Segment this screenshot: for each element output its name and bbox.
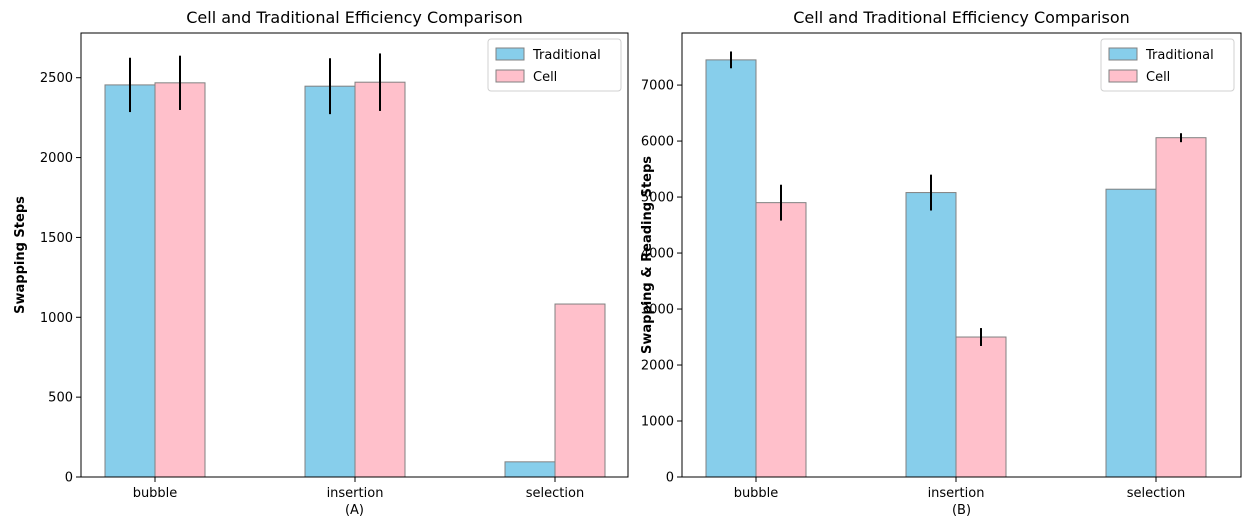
x-tick-label: insertion <box>928 486 985 501</box>
bar-cell-selection <box>554 303 606 478</box>
legend-label: Cell <box>533 70 557 85</box>
y-tick-label: 5000 <box>641 191 674 206</box>
bar-traditional-bubble <box>705 59 757 478</box>
chart-title: Cell and Traditional Efficiency Comparis… <box>793 8 1130 27</box>
bar-cell-insertion <box>955 336 1007 478</box>
bar-cell-bubble <box>154 82 206 478</box>
chart-title: Cell and Traditional Efficiency Comparis… <box>186 8 523 27</box>
y-tick-label: 6000 <box>641 135 674 150</box>
legend: Traditional Cell <box>487 38 622 92</box>
legend-swatch-traditional <box>1108 47 1138 61</box>
y-axis-label: Swapping Steps <box>13 196 28 314</box>
y-tick-label: 2000 <box>40 151 73 166</box>
chart-b: Cell and Traditional Efficiency Comparis… <box>640 8 1242 518</box>
legend: Traditional Cell <box>1100 38 1235 92</box>
x-tick-label: selection <box>526 486 584 501</box>
y-tick-label: 4000 <box>641 247 674 262</box>
y-tick-label: 1500 <box>40 231 73 246</box>
legend-swatch-cell <box>495 69 525 83</box>
y-tick-label: 7000 <box>641 79 674 94</box>
x-tick-label: insertion <box>327 486 384 501</box>
bar-traditional-selection <box>1105 188 1157 478</box>
y-axis-label: Swapping & Reading Steps <box>640 156 655 354</box>
y-tick-label: 0 <box>65 471 73 486</box>
legend-swatch-cell <box>1108 69 1138 83</box>
bar-cell-bubble <box>755 202 807 478</box>
y-tick-label: 3000 <box>641 303 674 318</box>
bar-cell-selection <box>1155 137 1207 478</box>
x-tick-label: bubble <box>133 486 178 501</box>
bar-traditional-insertion <box>304 85 356 478</box>
panel-label: (B) <box>952 503 971 518</box>
y-tick-label: 2500 <box>40 71 73 86</box>
x-tick-label: selection <box>1127 486 1185 501</box>
y-tick-label: 2000 <box>641 359 674 374</box>
legend-label: Cell <box>1146 70 1170 85</box>
y-tick-label: 500 <box>48 391 73 406</box>
y-tick-label: 1000 <box>40 311 73 326</box>
bar-traditional-selection <box>504 461 556 478</box>
y-tick-label: 0 <box>666 471 674 486</box>
x-tick-label: bubble <box>734 486 779 501</box>
chart-a: Cell and Traditional Efficiency Comparis… <box>13 8 629 518</box>
panel-label: (A) <box>345 503 364 518</box>
legend-label: Traditional <box>532 48 601 63</box>
plot-frame <box>681 32 1242 478</box>
bar-traditional-insertion <box>905 192 957 478</box>
y-tick-label: 1000 <box>641 415 674 430</box>
bar-traditional-bubble <box>104 84 156 478</box>
legend-swatch-traditional <box>495 47 525 61</box>
legend-label: Traditional <box>1145 48 1214 63</box>
bar-cell-insertion <box>354 81 406 478</box>
